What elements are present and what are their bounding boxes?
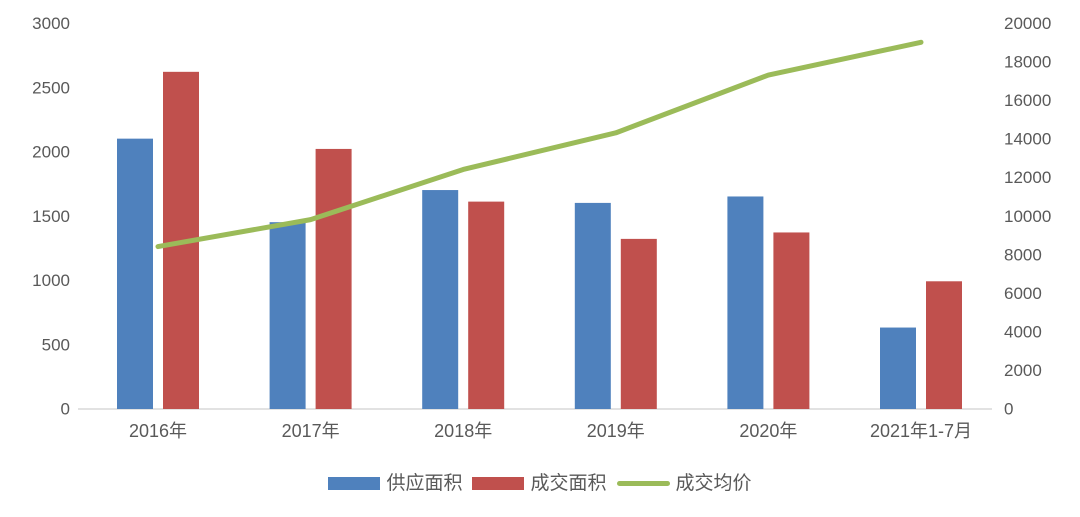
right-axis-tick-0: 0 (1004, 400, 1013, 419)
bar-series0-2017 (269, 222, 306, 409)
bar-series1-2017 (315, 148, 352, 409)
legend-swatch-average-price (616, 481, 670, 486)
x-axis-label-2019: 2019年 (587, 421, 645, 441)
x-axis-label-2020: 2020年 (739, 421, 797, 441)
right-axis-tick-10000: 10000 (1004, 207, 1051, 226)
legend-label-supply-area: 供应面积 (386, 473, 463, 494)
left-axis-tick-500: 500 (42, 335, 70, 354)
bar-series1-20211-7 (926, 281, 962, 409)
right-axis-tick-14000: 14000 (1004, 130, 1051, 149)
legend-swatch-supply-area (328, 477, 381, 490)
x-axis-label-2018: 2018年 (434, 421, 492, 441)
legend-item-supply-area: 供应面积 (328, 474, 462, 493)
right-axis-tick-18000: 18000 (1004, 53, 1051, 72)
chart-legend: 供应面积 成交面积 成交均价 (0, 474, 1080, 493)
left-axis-tick-0: 0 (61, 400, 70, 419)
right-axis-tick-4000: 4000 (1004, 322, 1042, 341)
bar-series0-2020 (727, 196, 764, 409)
right-axis-tick-8000: 8000 (1004, 245, 1042, 264)
bar-series1-2019 (620, 238, 657, 409)
bar-series1-2018 (468, 201, 505, 409)
x-axis-label-2016: 2016年 (129, 421, 187, 441)
bar-series0-2018 (422, 190, 459, 409)
right-axis-tick-16000: 16000 (1004, 91, 1051, 110)
left-axis-tick-1000: 1000 (32, 271, 70, 290)
x-axis-label-2017: 2017年 (282, 421, 340, 441)
left-axis-tick-1500: 1500 (32, 207, 70, 226)
legend-item-transaction-area: 成交面积 (472, 473, 607, 494)
legend-item-average-price: 成交均价 (616, 473, 752, 494)
bar-series1-2020 (773, 232, 810, 409)
legend-swatch-transaction-area (472, 477, 525, 490)
right-axis-tick-6000: 6000 (1004, 284, 1042, 303)
left-axis-tick-2500: 2500 (32, 78, 70, 97)
right-axis-tick-2000: 2000 (1004, 361, 1042, 380)
x-axis-label-20211-7: 2021年1-7月 (870, 421, 972, 441)
legend-label-transaction-area: 成交面积 (530, 473, 607, 494)
bar-series0-20211-7 (880, 327, 916, 409)
legend-label-average-price: 成交均价 (675, 473, 752, 494)
average-price-line (155, 39, 924, 250)
bar-series0-2016 (117, 138, 153, 409)
right-axis-tick-12000: 12000 (1004, 168, 1051, 187)
bar-series0-2019 (574, 202, 611, 409)
right-axis-tick-20000: 20000 (1004, 14, 1051, 33)
left-axis-tick-3000: 3000 (32, 14, 70, 33)
left-axis-tick-2000: 2000 (32, 143, 70, 162)
